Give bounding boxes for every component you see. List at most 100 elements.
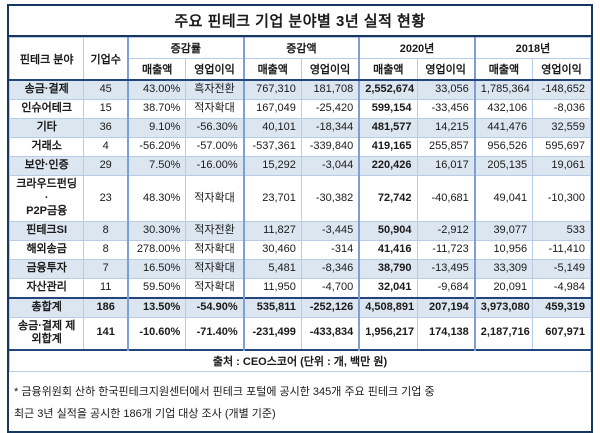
- cell-chg-amt-revenue: 5,481: [242, 259, 302, 279]
- cell-2020-profit: -2,912: [416, 221, 476, 241]
- table-row: 크라우드펀딩 · P2P금융 23 48.30% 적자확대 23,701 -30,382 7…: [8, 174, 591, 223]
- cell-2020-profit: -11,723: [416, 240, 476, 260]
- cell-chg-rate-profit: 적자확대: [185, 98, 245, 119]
- cell-chg-rate-profit: -57.00%: [185, 136, 245, 157]
- table-row: 송금·결제 제 외합계 141 -10.60% -71.40% -231,499 -433…: [8, 316, 591, 351]
- table-header: 핀테크 분야 기업수 증감률 증감액 2020년 2018년 매출액 영업이익 …: [8, 37, 591, 81]
- cell-sector: 해외송금: [8, 240, 85, 260]
- cell-sector: 자산관리: [8, 277, 85, 299]
- cell-2020-profit: -13,495: [416, 259, 476, 279]
- cell-sector: 핀테크SI: [8, 221, 85, 241]
- cell-2018-profit: 533: [532, 221, 591, 241]
- cell-chg-amt-profit: -339,840: [300, 136, 360, 157]
- cell-2020-revenue: 2,552,674: [358, 79, 418, 100]
- cell-chg-rate-revenue: 38.70%: [127, 98, 187, 119]
- footnote-line: * 금융위원회 산하 한국핀테크지원센터에서 핀테크 포털에 공시한 345개 …: [14, 386, 435, 398]
- cell-sector: 보안·인증: [8, 155, 85, 176]
- page-title: 주요 핀테크 기업 분야별 3년 실적 현황: [9, 6, 591, 37]
- cell-chg-amt-profit: -18,344: [300, 117, 360, 138]
- cell-2020-revenue: 72,742: [358, 174, 418, 223]
- cell-chg-rate-profit: 적자전환: [185, 221, 245, 241]
- col-group-2020: 2020년: [358, 37, 476, 59]
- cell-2020-revenue: 1,956,217: [358, 316, 418, 351]
- cell-chg-rate-profit: -54.90%: [185, 296, 245, 318]
- table-row: 인슈어테크 15 38.70% 적자확대 167,049 -25,420 599,154 -3…: [8, 98, 591, 119]
- table-row: 자산관리 11 59.50% 적자확대 11,950 -4,700 32,041 -9,684…: [8, 277, 591, 299]
- cell-2020-profit: 255,857: [416, 136, 476, 157]
- table-row: 기타 36 9.10% -56.30% 40,101 -18,344 481,577 14,2…: [8, 117, 591, 138]
- cell-2018-revenue: 20,091: [473, 277, 534, 299]
- table-totals: 총합계 186 13.50% -54.90% 535,811 -252,126 4,508,…: [8, 296, 591, 351]
- table-row: 금융투자 7 16.50% 적자확대 5,481 -8,346 38,790 -13,495 3…: [8, 259, 591, 279]
- cell-chg-amt-revenue: 30,460: [242, 240, 302, 260]
- cell-chg-amt-revenue: 23,701: [242, 174, 302, 223]
- cell-2018-profit: 459,319: [532, 296, 591, 318]
- col-header-revenue: 매출액: [473, 58, 534, 81]
- col-header-company-count: 기업수: [83, 37, 129, 81]
- cell-2020-profit: 14,215: [416, 117, 476, 138]
- col-header-revenue: 매출액: [358, 58, 418, 81]
- col-header-operating-profit: 영업이익: [416, 58, 476, 81]
- cell-2018-profit: -10,300: [532, 174, 591, 223]
- cell-chg-rate-revenue: 30.30%: [127, 221, 187, 241]
- cell-chg-rate-revenue: 9.10%: [127, 117, 187, 138]
- cell-chg-rate-profit: -71.40%: [185, 316, 245, 351]
- cell-2018-revenue: 33,309: [473, 259, 534, 279]
- cell-chg-rate-profit: 적자확대: [185, 240, 245, 260]
- cell-chg-amt-revenue: 167,049: [242, 98, 302, 119]
- cell-chg-rate-revenue: 59.50%: [127, 277, 187, 299]
- cell-company-count: 15: [83, 98, 129, 119]
- cell-chg-amt-revenue: 767,310: [242, 79, 302, 100]
- cell-sector: 크라우드펀딩 · P2P금융: [8, 174, 85, 223]
- cell-2018-profit: -11,410: [532, 240, 591, 260]
- cell-2020-revenue: 32,041: [358, 277, 418, 299]
- cell-2018-revenue: 432,106: [473, 98, 534, 119]
- cell-2020-profit: -9,684: [416, 277, 476, 299]
- col-group-change-amount: 증감액: [242, 37, 360, 59]
- cell-chg-rate-profit: -16.00%: [185, 155, 245, 176]
- cell-2020-profit: 33,056: [416, 79, 476, 100]
- cell-2018-revenue: 441,476: [473, 117, 534, 138]
- cell-company-count: 8: [83, 240, 129, 260]
- cell-sector: 거래소: [8, 136, 85, 157]
- cell-company-count: 11: [83, 277, 129, 299]
- cell-2018-revenue: 3,973,080: [473, 296, 534, 318]
- report-container: 주요 핀테크 기업 분야별 3년 실적 현황 핀테크 분야 기업수 증감률 증감…: [7, 4, 593, 433]
- source-row: 출처 : CEO스코어 (단위 : 개, 백만 원): [9, 349, 591, 372]
- col-group-2018: 2018년: [473, 37, 591, 59]
- cell-2018-profit: 19,061: [532, 155, 591, 176]
- cell-2020-revenue: 41,416: [358, 240, 418, 260]
- cell-2020-revenue: 220,426: [358, 155, 418, 176]
- cell-2018-revenue: 956,526: [473, 136, 534, 157]
- cell-chg-amt-profit: 181,708: [300, 79, 360, 100]
- cell-chg-rate-profit: 흑자전환: [185, 79, 245, 100]
- cell-2018-revenue: 2,187,716: [473, 316, 534, 351]
- cell-company-count: 141: [83, 316, 129, 351]
- col-header-operating-profit: 영업이익: [532, 58, 591, 81]
- cell-chg-rate-revenue: 48.30%: [127, 174, 187, 223]
- cell-chg-amt-revenue: 15,292: [242, 155, 302, 176]
- cell-chg-rate-revenue: 278.00%: [127, 240, 187, 260]
- col-header-revenue: 매출액: [242, 58, 302, 81]
- cell-2018-revenue: 49,041: [473, 174, 534, 223]
- cell-2020-profit: 174,138: [416, 316, 476, 351]
- col-header-operating-profit: 영업이익: [300, 58, 360, 81]
- cell-2020-profit: 16,017: [416, 155, 476, 176]
- cell-sector: 인슈어테크: [8, 98, 85, 119]
- cell-2020-revenue: 481,577: [358, 117, 418, 138]
- cell-chg-amt-profit: -30,382: [300, 174, 360, 223]
- cell-2018-profit: -4,984: [532, 277, 591, 299]
- table-row: 핀테크SI 8 30.30% 적자전환 11,827 -3,445 50,904 -2,912…: [8, 221, 591, 241]
- cell-chg-amt-profit: -3,044: [300, 155, 360, 176]
- cell-chg-amt-profit: -3,445: [300, 221, 360, 241]
- cell-chg-amt-profit: -4,700: [300, 277, 360, 299]
- cell-chg-amt-revenue: -537,361: [242, 136, 302, 157]
- cell-company-count: 36: [83, 117, 129, 138]
- cell-chg-rate-revenue: 16.50%: [127, 259, 187, 279]
- cell-company-count: 23: [83, 174, 129, 223]
- cell-chg-rate-revenue: -56.20%: [127, 136, 187, 157]
- header-group-row: 핀테크 분야 기업수 증감률 증감액 2020년 2018년: [8, 37, 591, 81]
- table-footer: 출처 : CEO스코어 (단위 : 개, 백만 원): [9, 349, 591, 372]
- cell-chg-amt-revenue: 11,950: [242, 277, 302, 299]
- cell-chg-amt-profit: -8,346: [300, 259, 360, 279]
